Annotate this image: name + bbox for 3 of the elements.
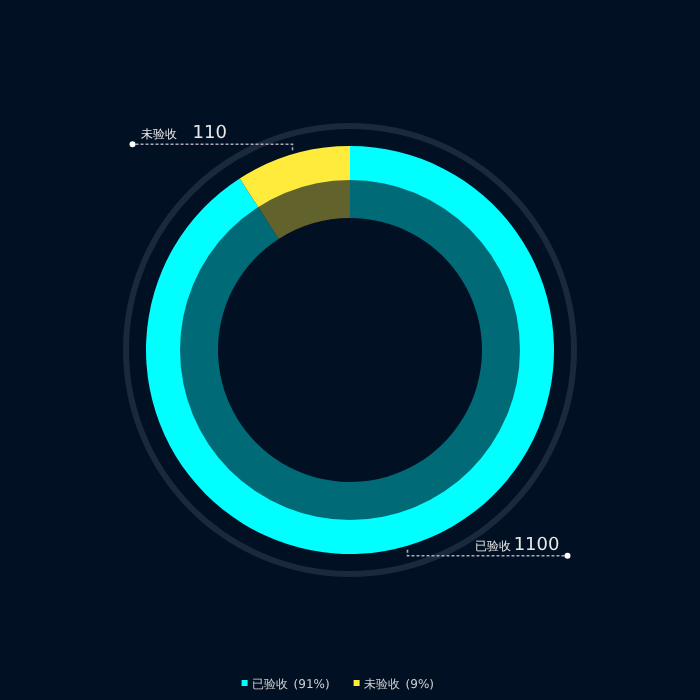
data-label: 1100: [513, 535, 561, 556]
data-label: 110: [192, 124, 228, 145]
donut-slice: [239, 146, 350, 239]
